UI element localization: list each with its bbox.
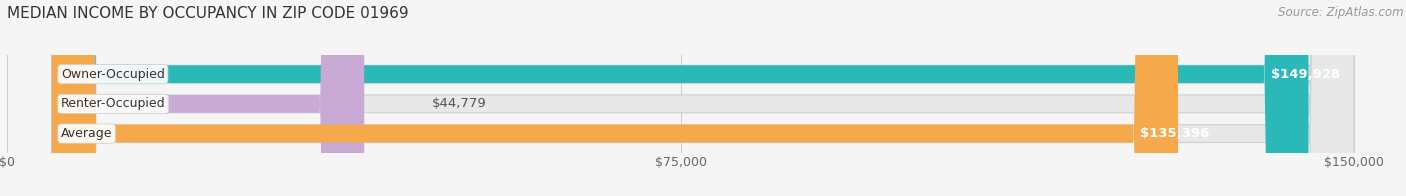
Text: Source: ZipAtlas.com: Source: ZipAtlas.com xyxy=(1278,6,1403,19)
Text: Average: Average xyxy=(60,127,112,140)
FancyBboxPatch shape xyxy=(52,0,1178,196)
FancyBboxPatch shape xyxy=(52,0,1354,196)
FancyBboxPatch shape xyxy=(52,0,1354,196)
FancyBboxPatch shape xyxy=(52,0,364,196)
Text: MEDIAN INCOME BY OCCUPANCY IN ZIP CODE 01969: MEDIAN INCOME BY OCCUPANCY IN ZIP CODE 0… xyxy=(7,6,409,21)
Text: $44,779: $44,779 xyxy=(432,97,486,110)
Text: Renter-Occupied: Renter-Occupied xyxy=(60,97,166,110)
Text: $135,396: $135,396 xyxy=(1140,127,1209,140)
Text: $149,928: $149,928 xyxy=(1271,68,1340,81)
Text: Owner-Occupied: Owner-Occupied xyxy=(60,68,165,81)
FancyBboxPatch shape xyxy=(52,0,1354,196)
FancyBboxPatch shape xyxy=(52,0,1309,196)
